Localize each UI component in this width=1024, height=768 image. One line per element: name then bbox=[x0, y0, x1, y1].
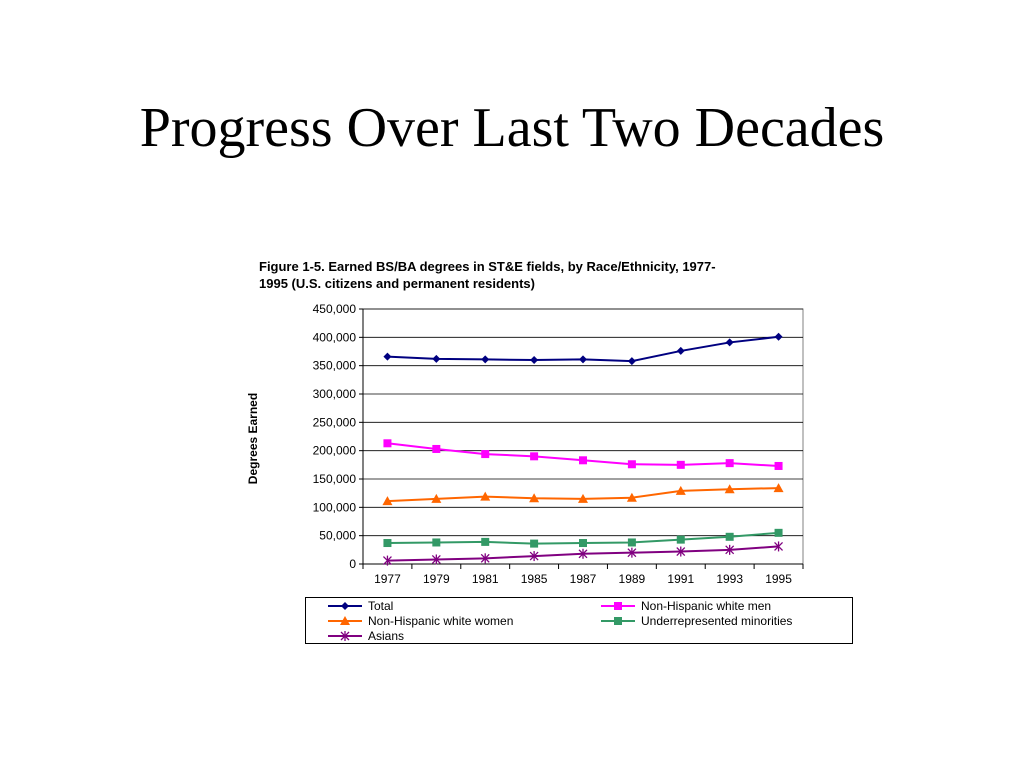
data-point-3 bbox=[383, 539, 392, 548]
data-point-2 bbox=[480, 491, 491, 501]
y-tick-label: 50,000 bbox=[319, 529, 356, 543]
data-point-0 bbox=[481, 355, 490, 364]
legend-marker-minorities bbox=[601, 617, 635, 625]
x-tick-label: 1977 bbox=[374, 572, 401, 586]
legend-marker-asians bbox=[328, 631, 362, 641]
legend-label-minorities: Underrepresented minorities bbox=[641, 614, 793, 628]
data-point-3 bbox=[530, 539, 539, 548]
y-tick-label: 450,000 bbox=[313, 302, 357, 316]
x-tick-label: 1995 bbox=[765, 572, 792, 586]
data-point-2 bbox=[773, 483, 784, 493]
data-point-0 bbox=[725, 338, 734, 347]
data-point-0 bbox=[676, 346, 685, 355]
data-point-4 bbox=[529, 551, 539, 562]
y-tick-label: 0 bbox=[349, 557, 356, 571]
legend-label-white-women: Non-Hispanic white women bbox=[368, 614, 514, 628]
y-tick-label: 400,000 bbox=[313, 330, 357, 344]
data-point-2 bbox=[431, 493, 442, 503]
data-point-3 bbox=[481, 537, 490, 546]
x-tick-label: 1985 bbox=[521, 572, 548, 586]
data-point-1 bbox=[383, 439, 392, 448]
data-point-0 bbox=[579, 355, 587, 364]
data-point-1 bbox=[579, 456, 587, 465]
x-tick-label: 1993 bbox=[716, 572, 743, 586]
legend-label-total: Total bbox=[368, 599, 394, 613]
data-point-4 bbox=[774, 541, 784, 552]
x-tick-label: 1979 bbox=[423, 572, 450, 586]
legend-label-white-men: Non-Hispanic white men bbox=[641, 599, 772, 613]
data-point-4 bbox=[725, 544, 735, 555]
data-point-2 bbox=[382, 496, 393, 506]
x-tick-label: 1989 bbox=[619, 572, 646, 586]
data-point-3 bbox=[774, 528, 783, 537]
data-point-1 bbox=[774, 461, 783, 470]
data-point-3 bbox=[432, 538, 441, 547]
y-tick-label: 350,000 bbox=[313, 359, 357, 373]
y-tick-label: 300,000 bbox=[313, 387, 357, 401]
data-point-0 bbox=[432, 354, 441, 363]
y-axis-label: Degrees Earned bbox=[246, 393, 260, 484]
data-point-3 bbox=[676, 535, 685, 544]
data-point-2 bbox=[626, 492, 637, 502]
chart-title-line-1: Figure 1-5. Earned BS/BA degrees in ST&E… bbox=[259, 259, 716, 274]
data-point-2 bbox=[724, 484, 735, 494]
data-point-3 bbox=[627, 538, 636, 547]
chart-title-line-2: 1995 (U.S. citizens and permanent reside… bbox=[259, 276, 535, 291]
chart-title: Figure 1-5. Earned BS/BA degrees in ST&E… bbox=[259, 258, 879, 292]
data-point-1 bbox=[676, 460, 685, 469]
data-point-1 bbox=[530, 452, 539, 461]
data-point-3 bbox=[725, 532, 734, 541]
data-point-0 bbox=[627, 357, 636, 366]
data-point-2 bbox=[529, 493, 540, 503]
x-tick-label: 1981 bbox=[472, 572, 499, 586]
slide-title: Progress Over Last Two Decades bbox=[139, 97, 885, 159]
data-point-4 bbox=[676, 546, 686, 557]
data-point-1 bbox=[481, 450, 490, 459]
y-tick-label: 100,000 bbox=[313, 500, 357, 514]
data-point-1 bbox=[432, 444, 441, 453]
data-point-0 bbox=[530, 356, 539, 364]
data-point-1 bbox=[725, 459, 734, 468]
chart-legend: Total Non-Hispanic white men Non-Hispani… bbox=[305, 597, 853, 644]
legend-marker-total bbox=[328, 602, 362, 610]
y-tick-label: 150,000 bbox=[313, 472, 357, 486]
x-tick-label: 1991 bbox=[667, 572, 694, 586]
legend-marker-white-men bbox=[601, 602, 635, 610]
data-point-4 bbox=[480, 553, 490, 564]
data-point-3 bbox=[579, 539, 587, 548]
y-tick-label: 200,000 bbox=[313, 444, 357, 458]
data-point-4 bbox=[578, 548, 588, 559]
data-point-0 bbox=[774, 332, 783, 341]
y-tick-label: 250,000 bbox=[313, 415, 357, 429]
data-point-0 bbox=[383, 352, 392, 361]
data-point-2 bbox=[578, 493, 588, 503]
data-point-2 bbox=[675, 485, 686, 495]
legend-marker-white-women bbox=[328, 616, 362, 625]
data-point-4 bbox=[431, 554, 441, 565]
x-tick-label: 1987 bbox=[570, 572, 597, 586]
data-point-1 bbox=[627, 460, 636, 469]
data-point-4 bbox=[627, 547, 637, 558]
data-point-4 bbox=[382, 555, 392, 566]
legend-label-asians: Asians bbox=[368, 629, 405, 643]
plot-area bbox=[362, 308, 804, 565]
